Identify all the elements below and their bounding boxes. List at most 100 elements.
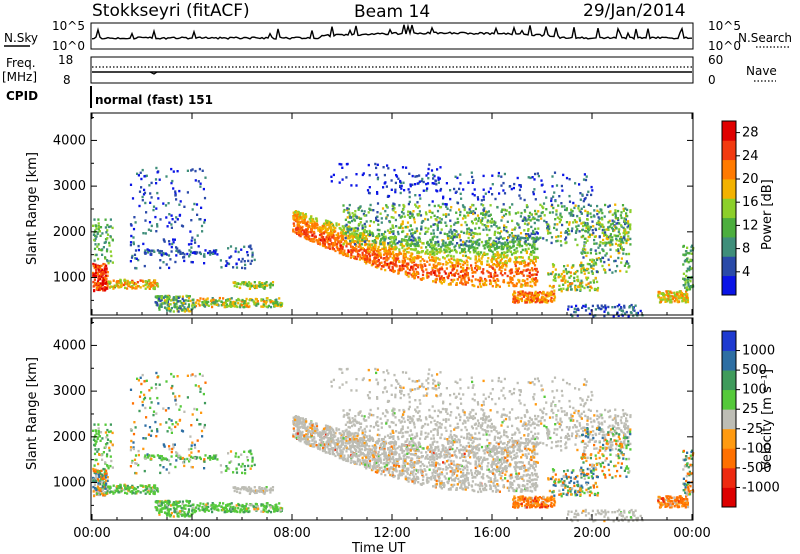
power-cell <box>471 222 474 225</box>
power-cell <box>426 271 429 274</box>
power-cell <box>603 234 606 237</box>
power-cell <box>198 299 201 303</box>
power-cell <box>585 230 588 233</box>
power-cell <box>379 212 382 215</box>
power-cell <box>147 280 151 283</box>
power-cell <box>438 251 441 254</box>
power-cell <box>238 299 241 302</box>
power-cell <box>585 278 588 281</box>
power-cell <box>374 262 377 265</box>
freq-right-tick-bottom: 0 <box>708 73 716 87</box>
power-cell <box>448 260 452 263</box>
power-cell <box>445 182 448 185</box>
power-cell <box>484 277 487 281</box>
power-cell <box>409 224 412 228</box>
power-cell <box>439 247 442 251</box>
velocity-cell <box>97 487 100 490</box>
power-cell <box>529 280 532 284</box>
power-cell <box>396 241 399 245</box>
power-cell <box>383 245 386 249</box>
power-cell <box>582 248 585 251</box>
power-cell <box>466 281 470 284</box>
power-cell <box>339 227 342 230</box>
power-cell <box>627 262 630 265</box>
power-cell <box>394 263 397 267</box>
power-cell <box>525 301 528 304</box>
power-cell <box>420 179 423 183</box>
power-cell <box>503 228 506 232</box>
power-cell <box>414 230 417 233</box>
power-cell <box>199 185 202 188</box>
power-cell <box>524 284 527 287</box>
power-cell <box>529 243 532 247</box>
power-cell <box>172 301 175 305</box>
power-cell <box>500 251 504 255</box>
power-cell <box>657 290 660 294</box>
power-cell <box>669 301 672 304</box>
power-cell <box>236 305 239 309</box>
power-cell <box>169 303 172 306</box>
power-cell <box>623 219 626 223</box>
power-cell <box>606 236 610 239</box>
power-cell <box>298 225 302 228</box>
power-cell <box>537 215 540 218</box>
power-cell <box>454 235 457 238</box>
power-cell <box>531 217 534 221</box>
power-cell <box>166 297 169 300</box>
power-cell <box>344 236 347 240</box>
power-cell <box>564 238 567 241</box>
power-cell <box>625 231 628 234</box>
power-cell <box>440 228 443 231</box>
power-cell <box>531 299 534 303</box>
power-cell <box>449 282 452 285</box>
power-cell <box>518 194 521 197</box>
power-cell <box>293 224 296 227</box>
power-cell <box>369 245 372 249</box>
power-cell <box>377 252 380 255</box>
power-cell <box>594 261 597 264</box>
power-cell <box>494 281 497 284</box>
power-cell <box>528 275 532 279</box>
power-cell <box>414 248 417 252</box>
power-cell <box>406 213 410 217</box>
power-cell <box>513 274 516 278</box>
power-cell <box>424 217 427 221</box>
power-cell <box>569 274 573 278</box>
power-cell <box>199 218 202 221</box>
velocity-cell <box>102 494 105 497</box>
power-cell <box>565 208 568 212</box>
power-cell <box>106 259 109 262</box>
power-cell <box>360 243 363 246</box>
power-cell <box>456 201 460 205</box>
power-cell <box>491 250 494 253</box>
power-cell <box>342 204 345 207</box>
power-cell <box>515 272 518 276</box>
power-cell <box>604 254 607 257</box>
power-cell <box>572 264 575 267</box>
power-cell <box>570 208 573 211</box>
power-cell <box>587 235 590 239</box>
cpid-mode: normal (fast) 151 <box>95 93 213 107</box>
power-cell <box>382 265 385 268</box>
power-cell <box>414 175 417 178</box>
power-cell <box>176 247 179 250</box>
power-cell <box>687 284 690 287</box>
power-cell <box>226 298 229 301</box>
power-cell <box>552 206 555 210</box>
power-cell <box>187 306 190 309</box>
colorbar-segment <box>722 140 736 161</box>
power-cell <box>483 207 486 210</box>
power-cell <box>550 293 553 296</box>
power-cell <box>249 246 252 249</box>
velocity-cell <box>101 437 104 440</box>
power-cell <box>533 297 536 300</box>
power-cell <box>690 285 693 289</box>
power-cell <box>455 260 458 263</box>
power-cell <box>414 267 417 271</box>
power-cell <box>465 232 468 235</box>
power-cell <box>140 177 143 181</box>
power-cell <box>159 266 162 270</box>
power-cell <box>627 231 630 234</box>
power-cell <box>167 303 170 306</box>
power-cell <box>456 242 459 245</box>
